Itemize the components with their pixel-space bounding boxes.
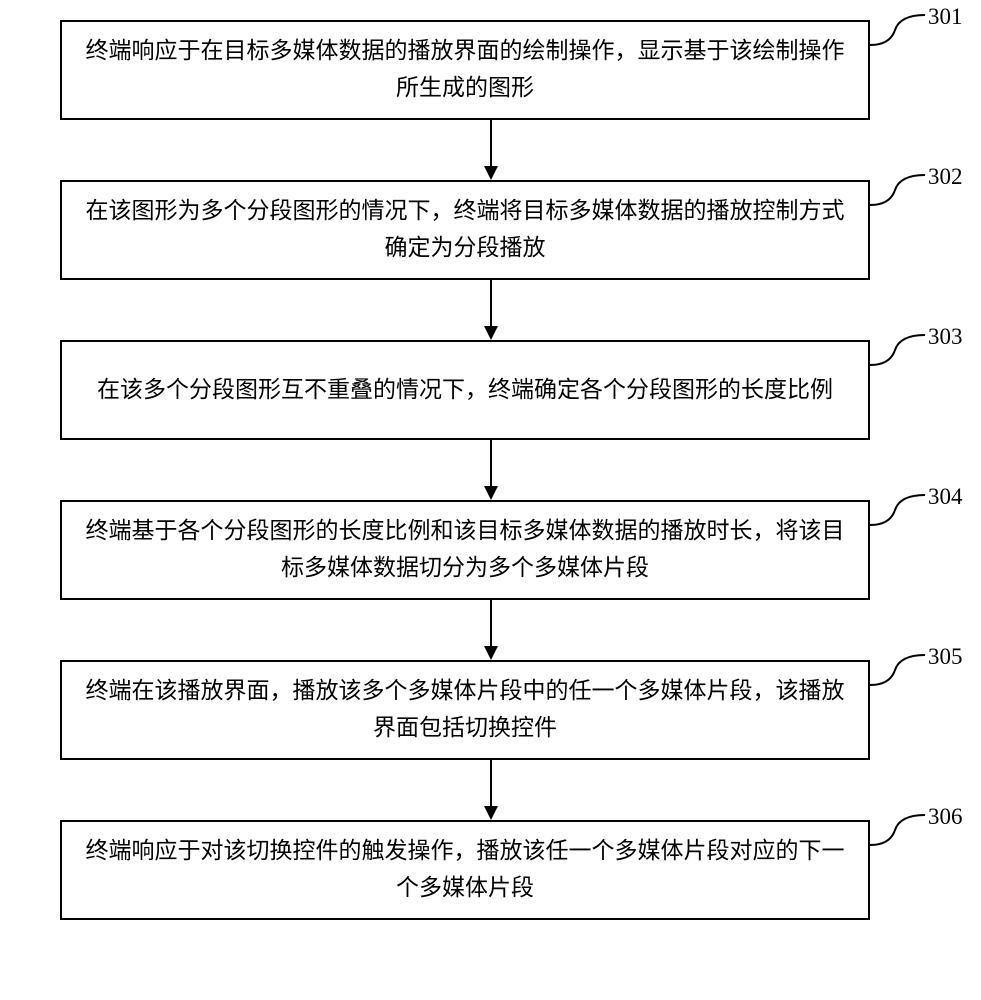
step-label: 306 [928, 804, 963, 830]
flowchart-container: 终端响应于在目标多媒体数据的播放界面的绘制操作，显示基于该绘制操作所生成的图形 … [0, 0, 981, 1000]
step-label: 302 [928, 164, 963, 190]
arrow-1-2 [481, 120, 501, 180]
step-box-301: 终端响应于在目标多媒体数据的播放界面的绘制操作，显示基于该绘制操作所生成的图形 [60, 20, 870, 120]
step-box-303: 在该多个分段图形互不重叠的情况下，终端确定各个分段图形的长度比例 [60, 340, 870, 440]
step-box-302: 在该图形为多个分段图形的情况下，终端将目标多媒体数据的播放控制方式确定为分段播放 [60, 180, 870, 280]
arrow-5-6 [481, 760, 501, 820]
step-box-304: 终端基于各个分段图形的长度比例和该目标多媒体数据的播放时长，将该目标多媒体数据切… [60, 500, 870, 600]
step-box-305: 终端在该播放界面，播放该多个多媒体片段中的任一个多媒体片段，该播放界面包括切换控… [60, 660, 870, 760]
step-label: 301 [928, 4, 963, 30]
step-label: 304 [928, 484, 963, 510]
step-label: 305 [928, 644, 963, 670]
arrow-3-4 [481, 440, 501, 500]
step-text: 终端在该播放界面，播放该多个多媒体片段中的任一个多媒体片段，该播放界面包括切换控… [82, 673, 848, 747]
arrow-2-3 [481, 280, 501, 340]
step-text: 终端响应于在目标多媒体数据的播放界面的绘制操作，显示基于该绘制操作所生成的图形 [82, 33, 848, 107]
step-text: 在该图形为多个分段图形的情况下，终端将目标多媒体数据的播放控制方式确定为分段播放 [82, 193, 848, 267]
step-label: 303 [928, 324, 963, 350]
arrow-4-5 [481, 600, 501, 660]
step-box-306: 终端响应于对该切换控件的触发操作，播放该任一个多媒体片段对应的下一个多媒体片段 [60, 820, 870, 920]
step-text: 终端基于各个分段图形的长度比例和该目标多媒体数据的播放时长，将该目标多媒体数据切… [82, 513, 848, 587]
step-text: 在该多个分段图形互不重叠的情况下，终端确定各个分段图形的长度比例 [97, 372, 833, 409]
step-text: 终端响应于对该切换控件的触发操作，播放该任一个多媒体片段对应的下一个多媒体片段 [82, 833, 848, 907]
